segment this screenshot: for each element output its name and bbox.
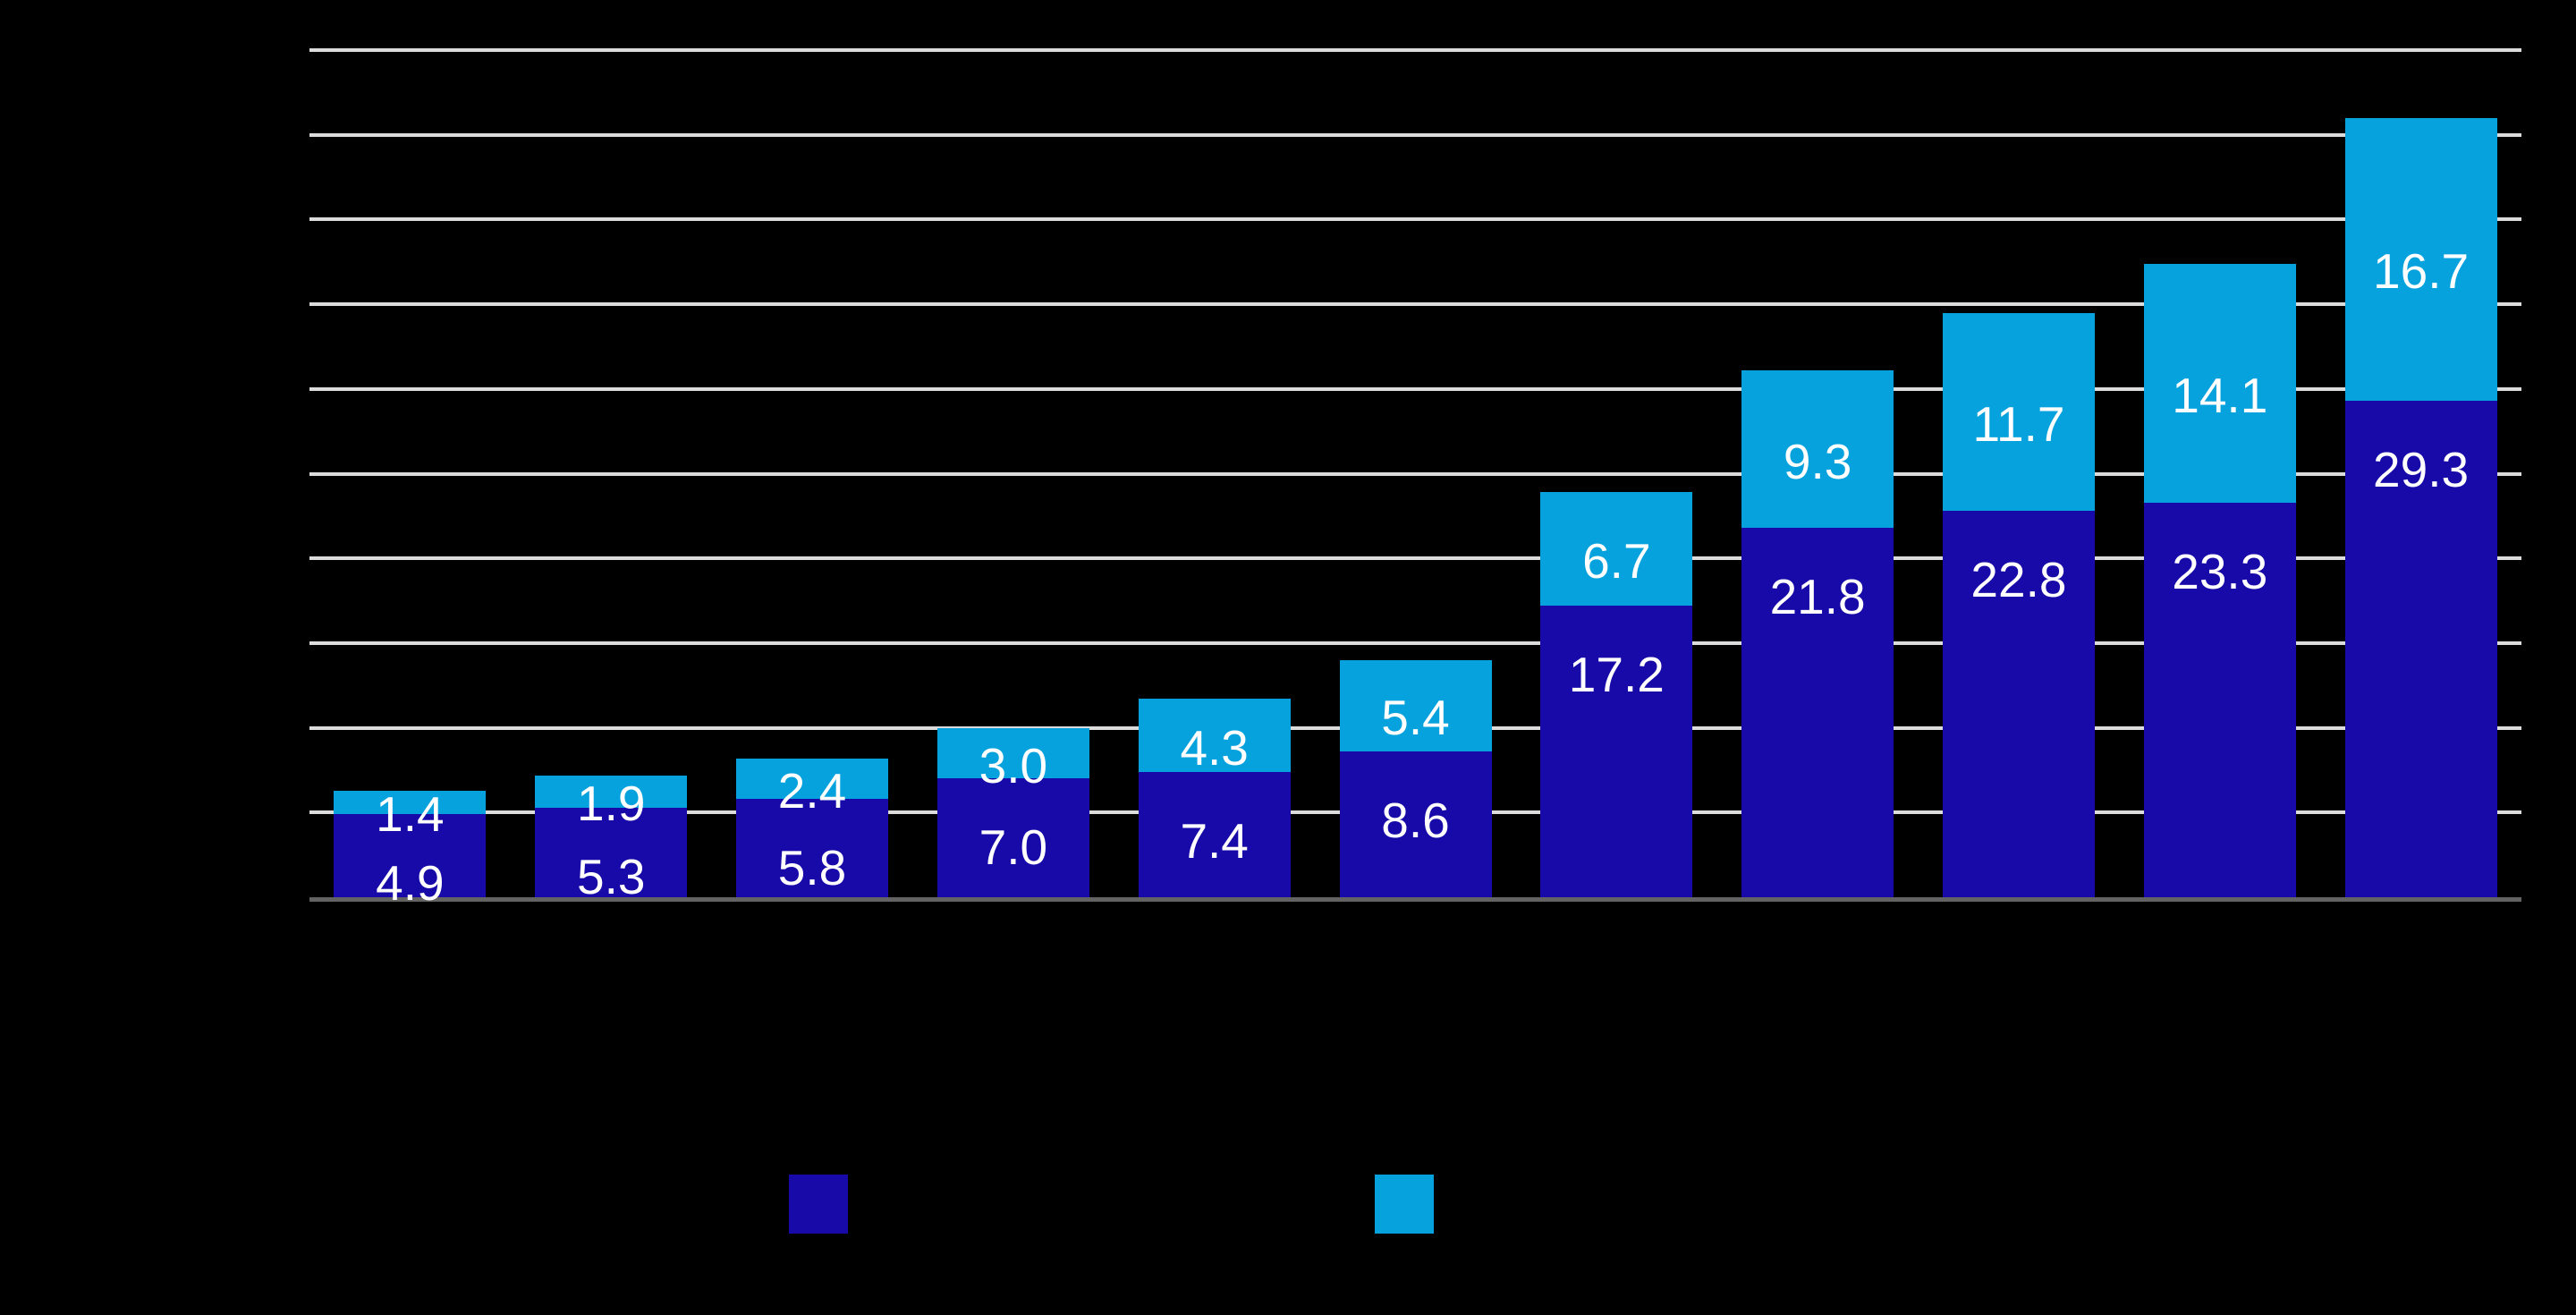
value-label-dark-series: 4.9: [376, 855, 445, 912]
bar-segment-dark-blue: [1540, 606, 1693, 897]
value-label-dark-series: 5.3: [576, 848, 646, 904]
value-label-light-series: 11.7: [1972, 395, 2065, 452]
value-label-light-series: 9.3: [1783, 433, 1852, 489]
bar-segment-light-blue: [1741, 369, 1894, 529]
value-label-light-series: 6.7: [1582, 533, 1651, 590]
bar-segment-dark-blue: [1942, 511, 2095, 897]
bar-segment-light-blue: [334, 790, 487, 815]
bar-segment-light-blue: [1339, 659, 1492, 752]
bar-segment-light-blue: [1540, 492, 1693, 607]
bar-segment-light-blue: [1942, 312, 2095, 512]
gridline: [309, 302, 2521, 307]
bar-segment-light-blue: [535, 775, 688, 808]
bar-segment-dark-blue: [2344, 401, 2497, 897]
value-label-light-series: 5.4: [1381, 690, 1450, 746]
bar-segment-dark-blue: [736, 799, 889, 897]
legend-swatch-dark-blue: [789, 1175, 848, 1234]
bar-segment-dark-blue: [1339, 751, 1492, 897]
value-label-dark-series: 8.6: [1381, 793, 1450, 849]
gridline: [309, 641, 2521, 645]
value-label-light-series: 3.0: [979, 737, 1048, 793]
gridline: [309, 132, 2521, 137]
value-label-dark-series: 23.3: [2172, 543, 2268, 599]
value-label-light-series: 1.4: [376, 786, 445, 843]
value-label-dark-series: 5.8: [777, 840, 847, 896]
value-label-dark-series: 17.2: [1568, 647, 1665, 703]
bar-segment-light-blue: [2344, 117, 2497, 402]
bar-segment-light-blue: [1138, 699, 1291, 772]
gridline: [309, 48, 2521, 52]
bar-segment-dark-blue: [1741, 528, 1894, 897]
bar-segment-dark-blue: [2143, 502, 2296, 897]
value-label-dark-series: 7.0: [979, 819, 1048, 876]
bar-segment-dark-blue: [936, 778, 1089, 897]
value-label-light-series: 16.7: [2373, 243, 2470, 300]
gridline: [309, 471, 2521, 476]
value-label-dark-series: 22.8: [1970, 552, 2067, 608]
value-label-dark-series: 21.8: [1769, 569, 1866, 625]
bar-segment-light-blue: [936, 727, 1089, 779]
value-label-light-series: 1.9: [576, 776, 646, 832]
value-label-light-series: 14.1: [2172, 367, 2268, 423]
gridline: [309, 556, 2521, 561]
bar-segment-dark-blue: [1138, 771, 1291, 897]
value-label-dark-series: 29.3: [2373, 442, 2470, 498]
bar-segment-light-blue: [736, 758, 889, 800]
gridline: [309, 217, 2521, 222]
value-label-light-series: 4.3: [1180, 719, 1249, 776]
bar-segment-dark-blue: [535, 807, 688, 897]
bar-segment-light-blue: [2143, 263, 2296, 503]
value-label-dark-series: 7.4: [1180, 812, 1249, 869]
value-label-light-series: 2.4: [777, 762, 847, 819]
gridline: [309, 386, 2521, 391]
bar-segment-dark-blue: [334, 814, 487, 897]
x-axis-line: [309, 897, 2521, 902]
legend-swatch-light-blue: [1375, 1175, 1434, 1234]
